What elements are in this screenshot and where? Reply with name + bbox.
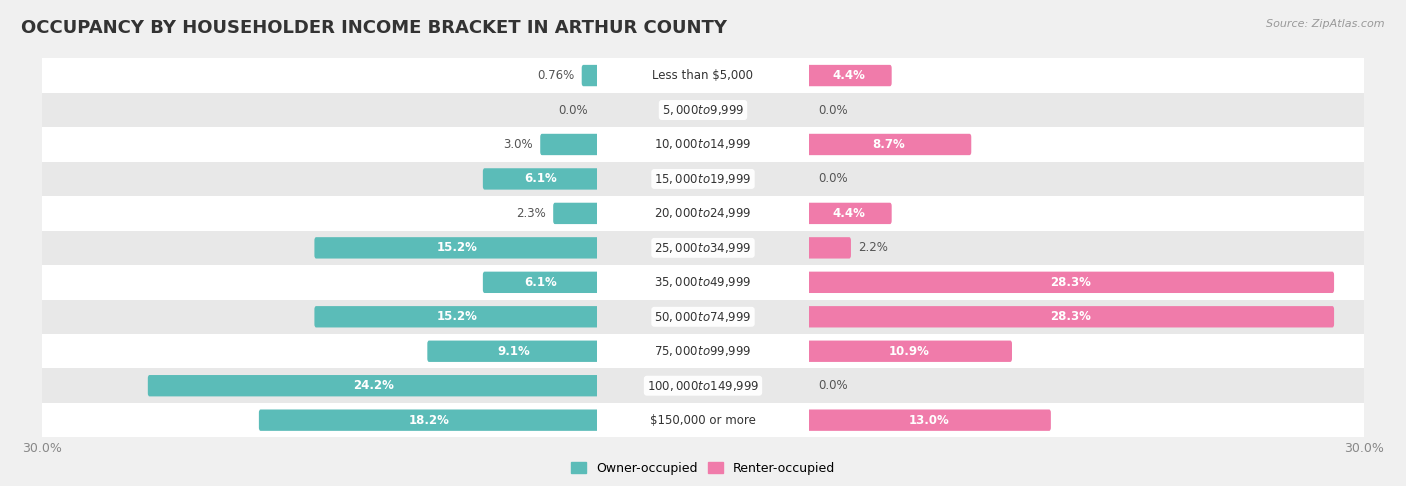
FancyBboxPatch shape (807, 203, 891, 224)
Bar (808, 127, 1364, 162)
FancyBboxPatch shape (259, 410, 599, 431)
FancyBboxPatch shape (427, 341, 599, 362)
Bar (598, 162, 808, 196)
Bar (42, 299, 598, 334)
Bar (42, 368, 598, 403)
Text: 4.4%: 4.4% (832, 207, 866, 220)
Text: Source: ZipAtlas.com: Source: ZipAtlas.com (1267, 19, 1385, 30)
Bar (598, 334, 808, 368)
Text: 9.1%: 9.1% (496, 345, 530, 358)
Bar (808, 299, 1364, 334)
FancyBboxPatch shape (148, 375, 599, 397)
Text: 0.0%: 0.0% (818, 173, 848, 186)
FancyBboxPatch shape (807, 341, 1012, 362)
Bar (598, 58, 808, 93)
Text: 28.3%: 28.3% (1050, 310, 1091, 323)
Legend: Owner-occupied, Renter-occupied: Owner-occupied, Renter-occupied (567, 457, 839, 480)
FancyBboxPatch shape (553, 203, 599, 224)
Text: 15.2%: 15.2% (436, 242, 477, 254)
Bar (598, 299, 808, 334)
Bar (598, 127, 808, 162)
FancyBboxPatch shape (482, 168, 599, 190)
Bar (808, 93, 1364, 127)
Text: $35,000 to $49,999: $35,000 to $49,999 (654, 276, 752, 289)
Text: $10,000 to $14,999: $10,000 to $14,999 (654, 138, 752, 152)
FancyBboxPatch shape (807, 237, 851, 259)
Text: 15.2%: 15.2% (436, 310, 477, 323)
Bar (808, 334, 1364, 368)
Text: 13.0%: 13.0% (908, 414, 949, 427)
Bar (598, 231, 808, 265)
Bar (598, 265, 808, 299)
Bar (42, 93, 598, 127)
Text: 6.1%: 6.1% (524, 276, 557, 289)
Bar (42, 265, 598, 299)
Bar (598, 196, 808, 231)
Bar (808, 162, 1364, 196)
FancyBboxPatch shape (315, 237, 599, 259)
Bar (42, 196, 598, 231)
Bar (42, 127, 598, 162)
Text: OCCUPANCY BY HOUSEHOLDER INCOME BRACKET IN ARTHUR COUNTY: OCCUPANCY BY HOUSEHOLDER INCOME BRACKET … (21, 19, 727, 37)
Text: 6.1%: 6.1% (524, 173, 557, 186)
Bar (42, 334, 598, 368)
Text: 2.3%: 2.3% (516, 207, 546, 220)
FancyBboxPatch shape (482, 272, 599, 293)
Text: 0.0%: 0.0% (818, 379, 848, 392)
Text: 4.4%: 4.4% (832, 69, 866, 82)
Text: 28.3%: 28.3% (1050, 276, 1091, 289)
Text: $150,000 or more: $150,000 or more (650, 414, 756, 427)
Text: $100,000 to $149,999: $100,000 to $149,999 (647, 379, 759, 393)
Text: 24.2%: 24.2% (353, 379, 394, 392)
FancyBboxPatch shape (807, 65, 891, 86)
Bar (42, 403, 598, 437)
Text: $50,000 to $74,999: $50,000 to $74,999 (654, 310, 752, 324)
Text: $5,000 to $9,999: $5,000 to $9,999 (662, 103, 744, 117)
Bar (808, 403, 1364, 437)
FancyBboxPatch shape (582, 65, 599, 86)
Text: $15,000 to $19,999: $15,000 to $19,999 (654, 172, 752, 186)
Text: $20,000 to $24,999: $20,000 to $24,999 (654, 207, 752, 220)
Text: 0.0%: 0.0% (558, 104, 588, 117)
FancyBboxPatch shape (807, 306, 1334, 328)
Text: Less than $5,000: Less than $5,000 (652, 69, 754, 82)
Text: $75,000 to $99,999: $75,000 to $99,999 (654, 344, 752, 358)
Text: 8.7%: 8.7% (873, 138, 905, 151)
FancyBboxPatch shape (315, 306, 599, 328)
Bar (42, 58, 598, 93)
Bar (598, 403, 808, 437)
Text: 0.76%: 0.76% (537, 69, 574, 82)
Bar (598, 93, 808, 127)
Text: 18.2%: 18.2% (409, 414, 450, 427)
Text: 2.2%: 2.2% (859, 242, 889, 254)
Bar (42, 231, 598, 265)
Bar (808, 58, 1364, 93)
FancyBboxPatch shape (807, 134, 972, 155)
Bar (598, 368, 808, 403)
Bar (808, 196, 1364, 231)
FancyBboxPatch shape (807, 410, 1050, 431)
Bar (808, 231, 1364, 265)
Bar (808, 368, 1364, 403)
Bar (808, 265, 1364, 299)
FancyBboxPatch shape (807, 272, 1334, 293)
Text: $25,000 to $34,999: $25,000 to $34,999 (654, 241, 752, 255)
Bar (42, 162, 598, 196)
FancyBboxPatch shape (540, 134, 599, 155)
Text: 0.0%: 0.0% (818, 104, 848, 117)
Text: 10.9%: 10.9% (889, 345, 929, 358)
Text: 3.0%: 3.0% (503, 138, 533, 151)
